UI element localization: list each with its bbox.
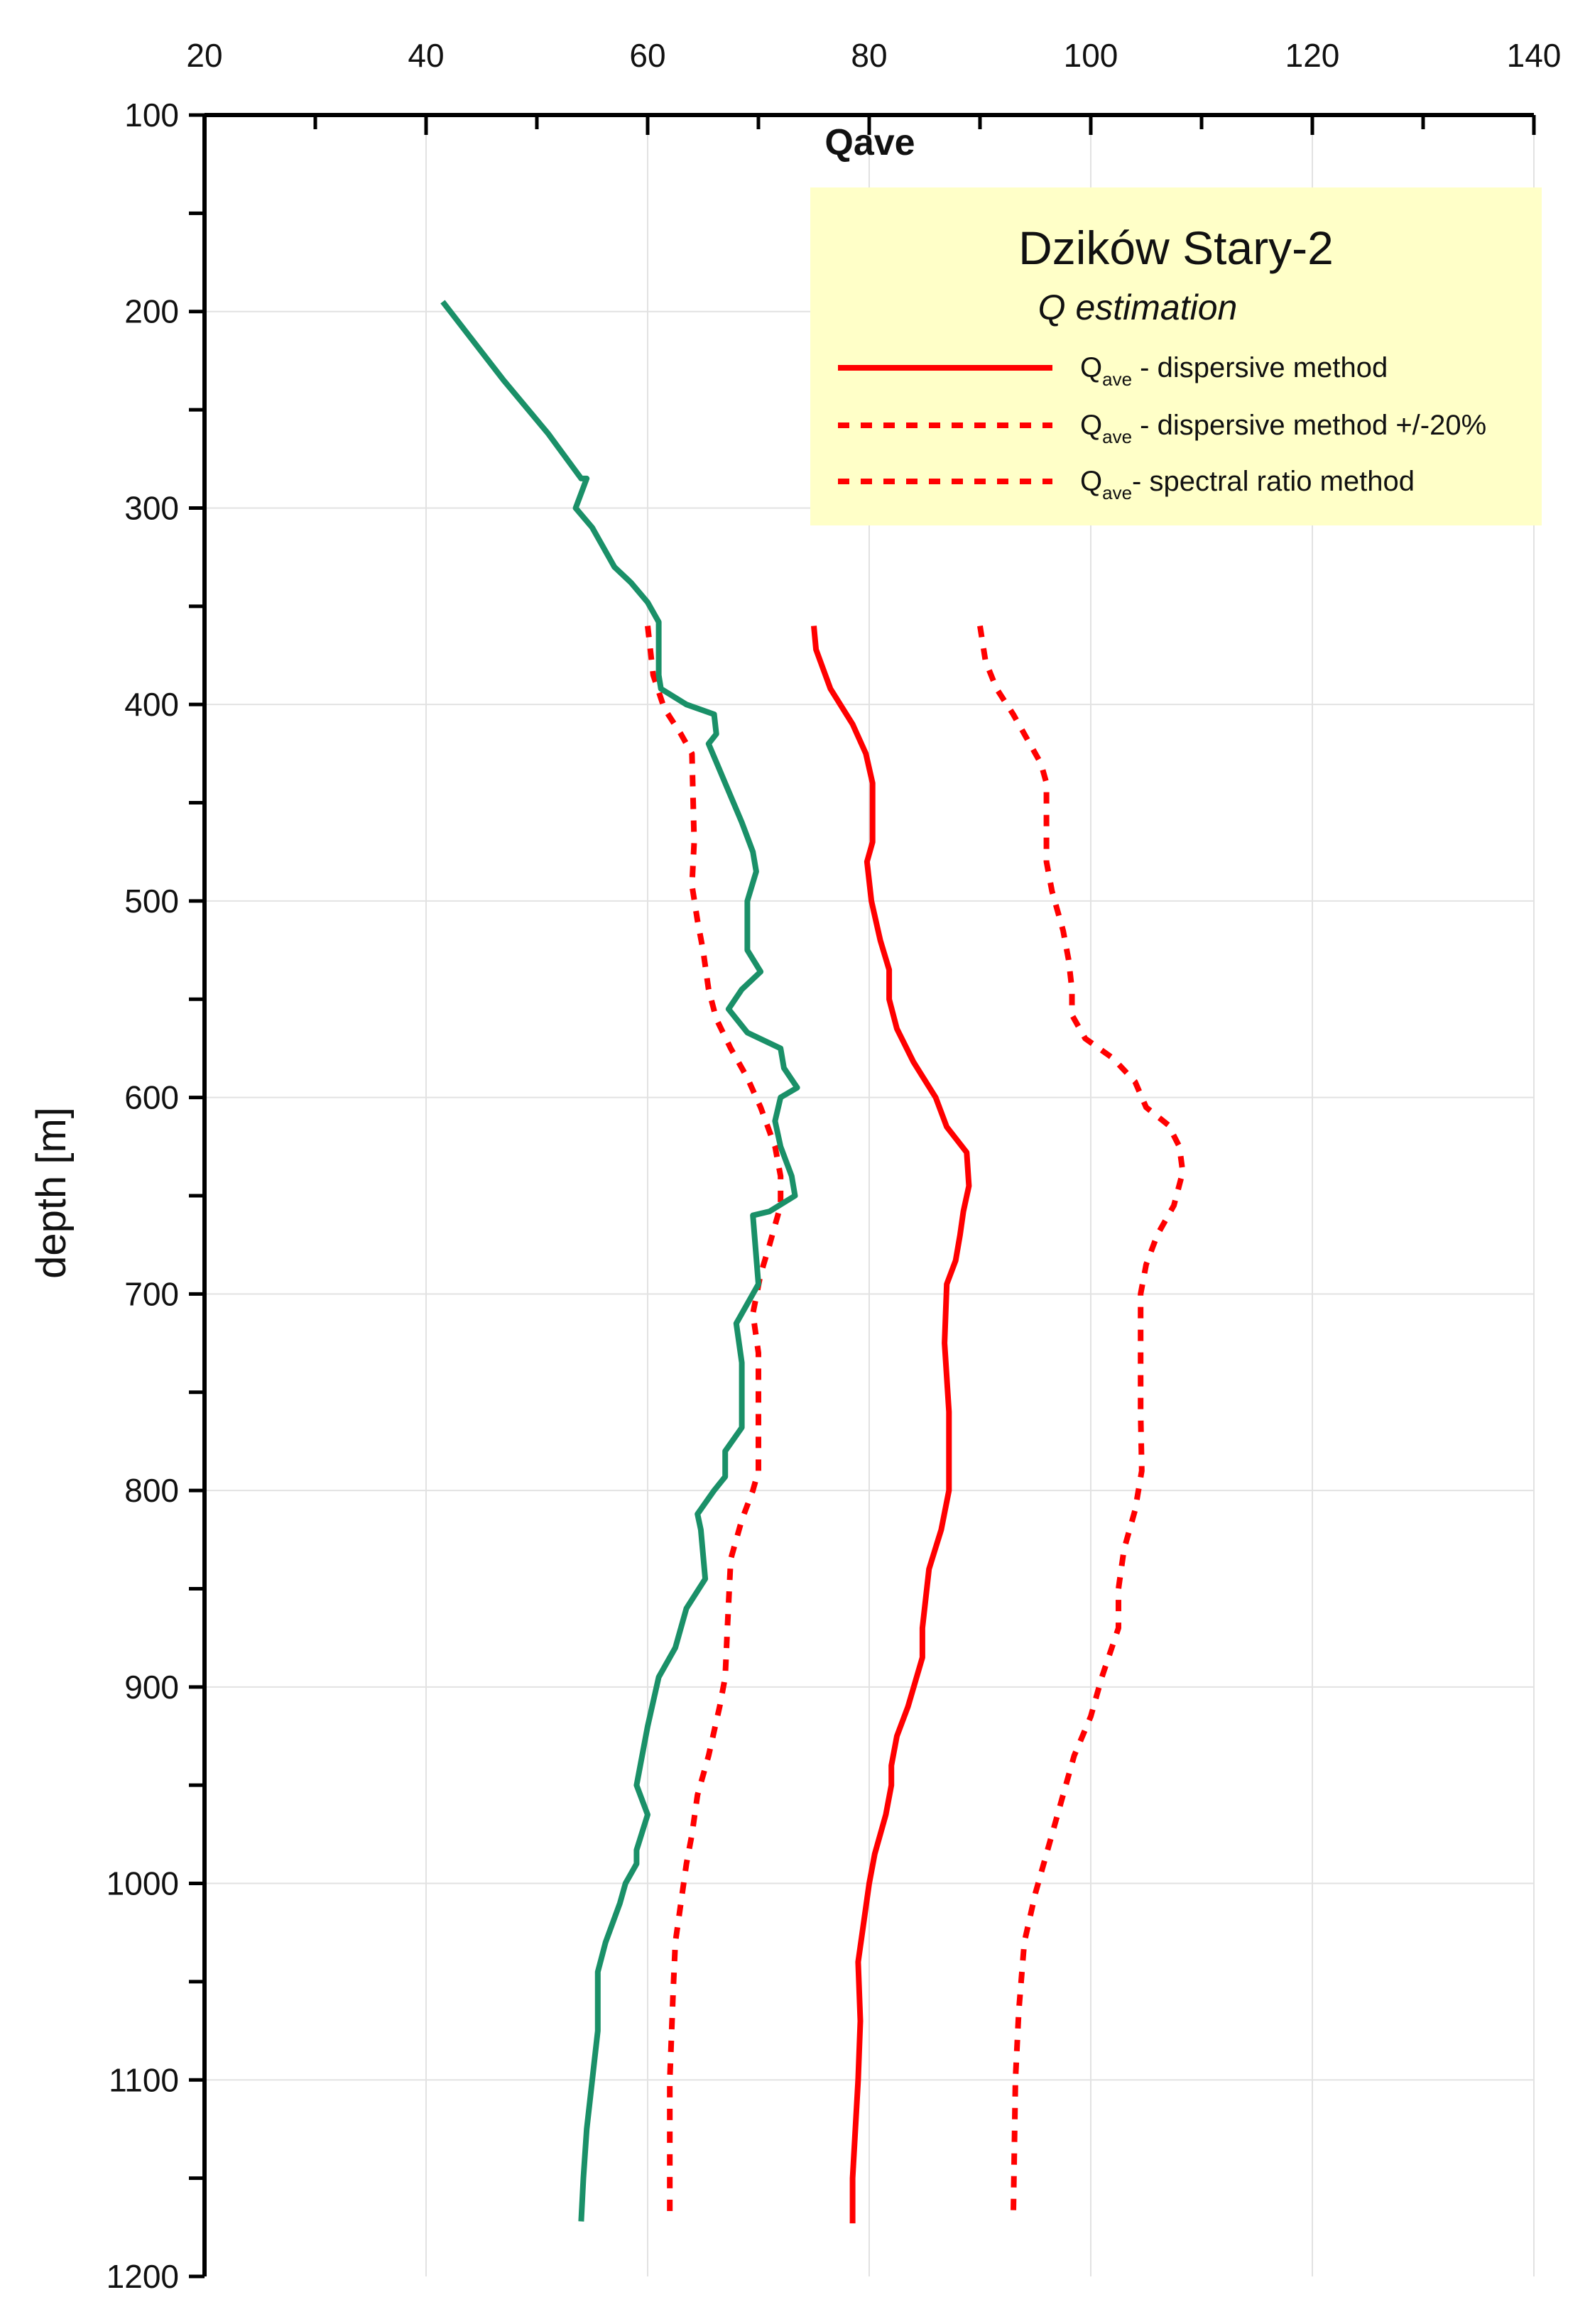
legend-label: Qave - dispersive method +/-20% [1080,410,1486,447]
series-layer [440,300,1186,2224]
y-tick-label: 400 [124,686,179,723]
y-tick-label: 100 [124,97,179,133]
y-tick-label: 500 [124,883,179,920]
series-line [977,625,1186,2222]
y-tick-label: 1100 [109,2061,179,2098]
axes: 20 40 60 80 100 120 140 100 200 300 400 500 600 700 80… [107,37,1562,2295]
y-tick-label: 700 [124,1275,179,1312]
series-line [811,626,972,2224]
x-tick-label: 100 [1064,37,1118,74]
y-tick-label: 300 [124,489,179,526]
legend-title: Dzików Stary-2 [1018,222,1334,274]
y-tick-label: 1000 [107,1865,179,1902]
y-tick-label: 800 [124,1472,179,1509]
y-axis-title: depth [m] [28,1107,75,1279]
y-tick-label: 200 [124,293,179,330]
x-tick-label: 20 [186,37,222,74]
x-tick-label: 120 [1285,37,1340,74]
x-tick-label: 60 [629,37,665,74]
legend-subtitle: Q estimation [1038,288,1238,327]
x-tick-label: 140 [1507,37,1562,74]
legend-label: Qave- spectral ratio method [1080,466,1415,503]
y-tick-label: 1200 [107,2258,179,2295]
legend-entries: Qave - dispersive method Qave - dispersiv… [838,352,1486,503]
legend-box [810,187,1542,525]
x-tick-label: 80 [851,37,887,74]
y-tick-label: 900 [124,1669,179,1706]
series-line [440,300,800,2222]
legend-label: Qave - dispersive method [1080,352,1388,390]
plot-title: Qave [824,122,915,163]
y-tick-label: 600 [124,1079,179,1116]
x-tick-label: 40 [408,37,444,74]
legend: Dzików Stary-2 Q estimation Qave - dispe… [810,187,1542,525]
